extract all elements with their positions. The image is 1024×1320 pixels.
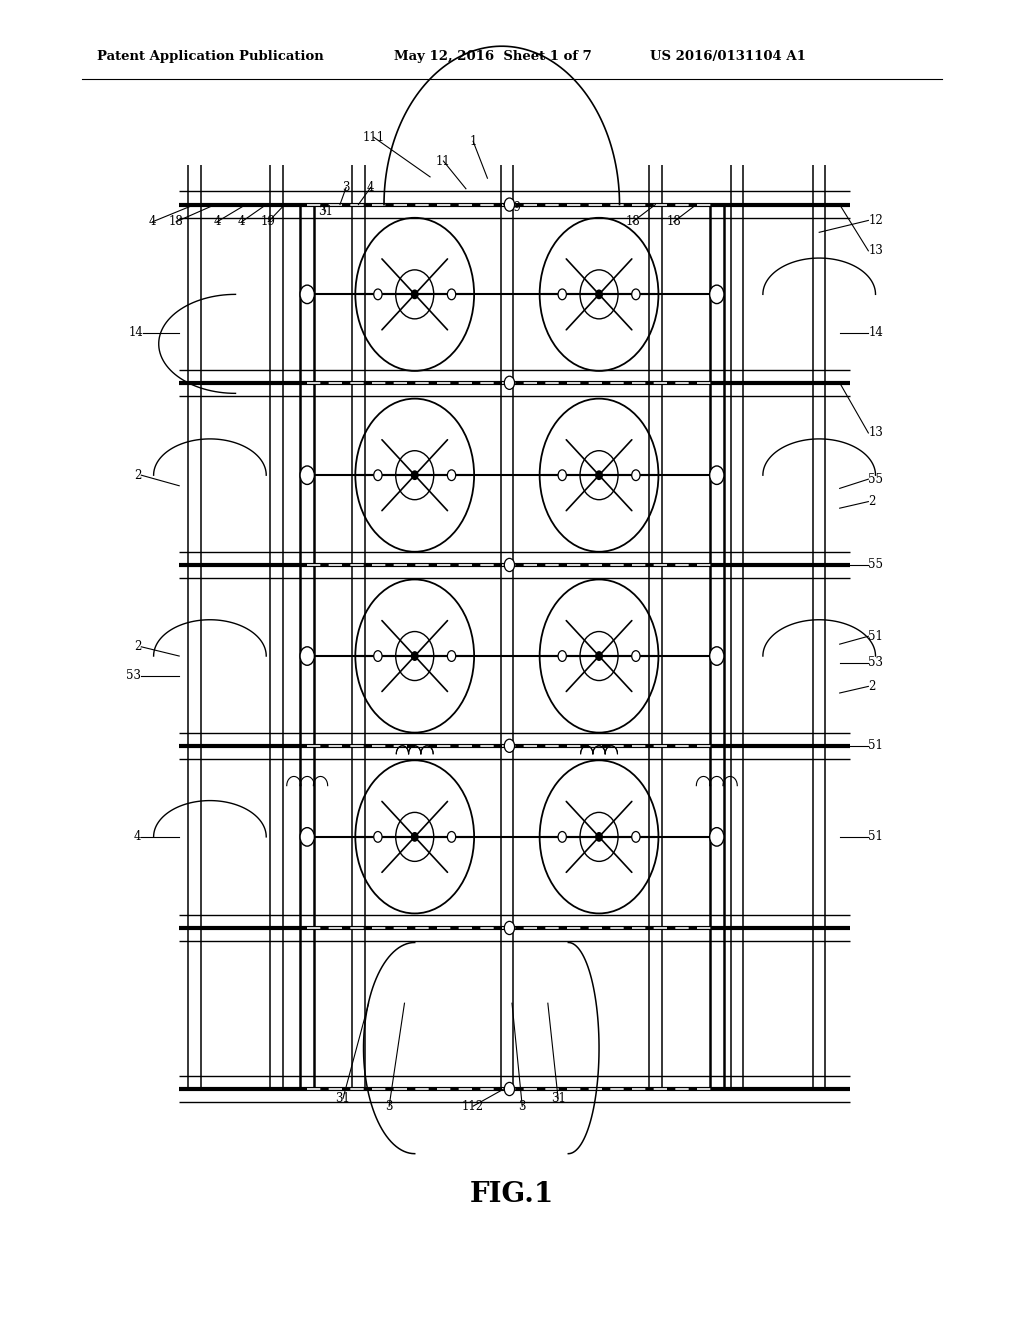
Circle shape bbox=[710, 285, 724, 304]
Text: 51: 51 bbox=[868, 630, 884, 643]
Text: 19: 19 bbox=[261, 215, 275, 228]
Text: 4: 4 bbox=[213, 215, 221, 228]
Circle shape bbox=[504, 921, 514, 935]
Circle shape bbox=[374, 832, 382, 842]
Circle shape bbox=[596, 471, 602, 479]
Circle shape bbox=[632, 470, 640, 480]
Text: 31: 31 bbox=[318, 205, 333, 218]
Circle shape bbox=[374, 651, 382, 661]
Circle shape bbox=[558, 832, 566, 842]
Circle shape bbox=[504, 558, 514, 572]
Circle shape bbox=[412, 471, 418, 479]
Circle shape bbox=[412, 290, 418, 298]
Text: 4: 4 bbox=[238, 215, 246, 228]
Circle shape bbox=[300, 828, 314, 846]
Circle shape bbox=[447, 289, 456, 300]
Circle shape bbox=[374, 289, 382, 300]
Circle shape bbox=[504, 198, 514, 211]
Text: 2: 2 bbox=[868, 680, 876, 693]
Circle shape bbox=[632, 289, 640, 300]
Circle shape bbox=[710, 647, 724, 665]
Circle shape bbox=[558, 470, 566, 480]
Text: 18: 18 bbox=[667, 215, 681, 228]
Text: 111: 111 bbox=[362, 131, 385, 144]
Text: 53: 53 bbox=[126, 669, 141, 682]
Circle shape bbox=[504, 739, 514, 752]
Text: 55: 55 bbox=[868, 558, 884, 572]
Text: 13: 13 bbox=[868, 426, 884, 440]
Text: 4: 4 bbox=[367, 181, 375, 194]
Text: 3: 3 bbox=[518, 1100, 526, 1113]
Circle shape bbox=[300, 647, 314, 665]
Text: 1: 1 bbox=[469, 135, 477, 148]
Circle shape bbox=[596, 290, 602, 298]
Circle shape bbox=[374, 470, 382, 480]
Text: 55: 55 bbox=[868, 473, 884, 486]
Text: US 2016/0131104 A1: US 2016/0131104 A1 bbox=[650, 50, 806, 63]
Text: 112: 112 bbox=[462, 1100, 484, 1113]
Circle shape bbox=[558, 651, 566, 661]
Text: 3: 3 bbox=[342, 181, 350, 194]
Text: 12: 12 bbox=[868, 214, 883, 227]
Text: May 12, 2016  Sheet 1 of 7: May 12, 2016 Sheet 1 of 7 bbox=[394, 50, 592, 63]
Circle shape bbox=[710, 828, 724, 846]
Text: 19: 19 bbox=[507, 201, 521, 214]
Text: 13: 13 bbox=[868, 244, 884, 257]
Text: 31: 31 bbox=[336, 1092, 350, 1105]
Text: 4: 4 bbox=[148, 215, 157, 228]
Text: 51: 51 bbox=[868, 830, 884, 843]
Circle shape bbox=[447, 470, 456, 480]
Text: Patent Application Publication: Patent Application Publication bbox=[97, 50, 324, 63]
Circle shape bbox=[596, 833, 602, 841]
Circle shape bbox=[300, 285, 314, 304]
Circle shape bbox=[447, 651, 456, 661]
Circle shape bbox=[632, 832, 640, 842]
Circle shape bbox=[558, 289, 566, 300]
Circle shape bbox=[300, 466, 314, 484]
Text: 2: 2 bbox=[134, 640, 141, 653]
Circle shape bbox=[632, 651, 640, 661]
Text: 14: 14 bbox=[128, 326, 143, 339]
Circle shape bbox=[447, 832, 456, 842]
Text: 2: 2 bbox=[868, 495, 876, 508]
Text: 11: 11 bbox=[436, 154, 451, 168]
Circle shape bbox=[412, 833, 418, 841]
Circle shape bbox=[710, 466, 724, 484]
Text: FIG.1: FIG.1 bbox=[470, 1181, 554, 1208]
Text: 2: 2 bbox=[134, 469, 141, 482]
Text: 51: 51 bbox=[868, 739, 884, 752]
Circle shape bbox=[504, 1082, 514, 1096]
Text: 53: 53 bbox=[868, 656, 884, 669]
Text: 18: 18 bbox=[169, 215, 183, 228]
Circle shape bbox=[504, 376, 514, 389]
Text: 14: 14 bbox=[868, 326, 884, 339]
Text: 4: 4 bbox=[134, 830, 141, 843]
Circle shape bbox=[412, 652, 418, 660]
Text: 18: 18 bbox=[626, 215, 640, 228]
Circle shape bbox=[596, 652, 602, 660]
Text: 31: 31 bbox=[551, 1092, 565, 1105]
Text: 3: 3 bbox=[385, 1100, 393, 1113]
